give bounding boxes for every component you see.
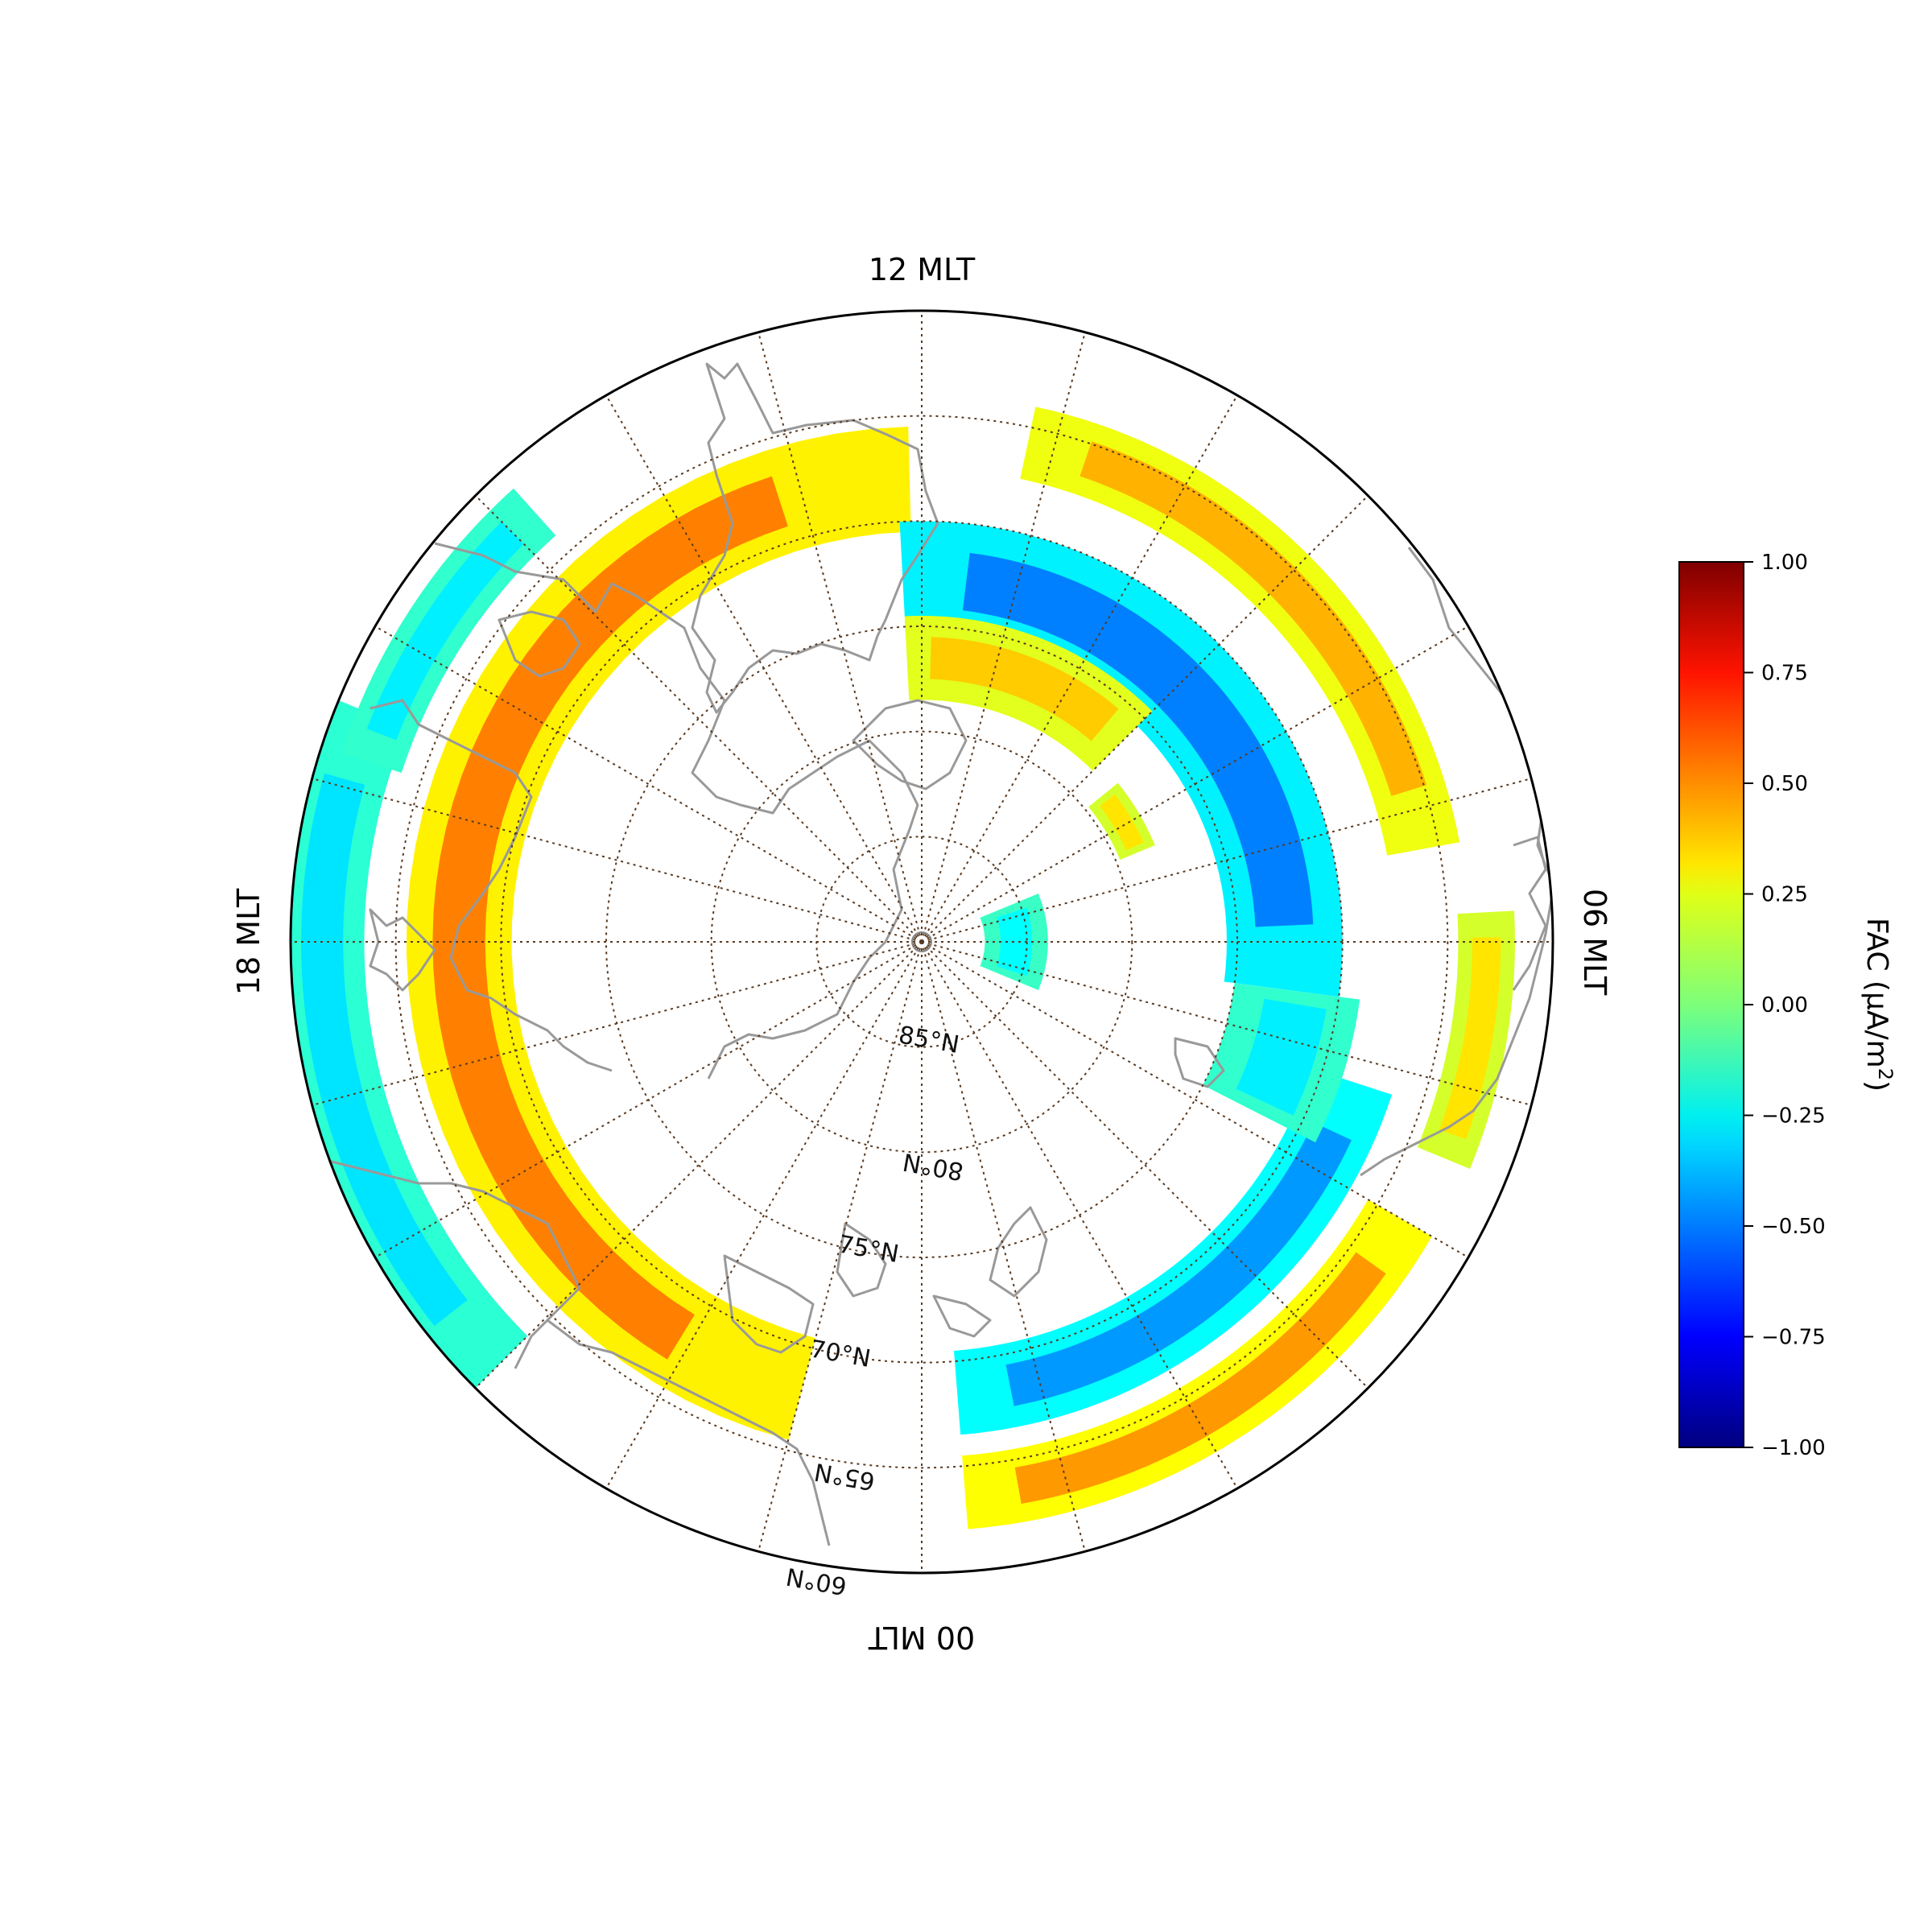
meridian-17 <box>312 778 923 943</box>
mlt-label-bottom: 00 MLT <box>868 1620 975 1655</box>
fac-band-core-dusk-outer-downward-2 <box>366 522 524 741</box>
coastline-ellesmere <box>852 699 968 791</box>
fac-band-core-dawn-outer-patch <box>1439 937 1501 1140</box>
mlt-label-left: 18 MLT <box>231 888 266 995</box>
fac-band-core-dawn-downward-arc <box>962 552 1314 927</box>
meridian-10 <box>921 394 1238 943</box>
coastline-alaska <box>321 1158 581 1369</box>
colorbar-gradient <box>1678 561 1744 1448</box>
meridian-13 <box>758 332 923 943</box>
colorbar-tick-label: −0.50 <box>1761 1215 1826 1239</box>
fac-band-core-polar-patch-1 <box>997 907 1033 976</box>
colorbar-label: FAC (μA/m2) <box>1860 918 1897 1092</box>
pole-marker <box>911 931 932 952</box>
colorbar-ticks: 1.00 0.75 0.50 0.25 0.00 −0.25 −0.50 −0.75 −1.00 <box>1744 551 1826 1460</box>
fac-band-core-dayside-upward-inner <box>930 637 1119 741</box>
meridian-11 <box>921 332 1086 943</box>
lat-circle-80 <box>710 730 1133 1154</box>
coastline-hudson <box>369 699 613 1072</box>
meridian-7 <box>921 778 1532 943</box>
fac-band-core-polar-patch-2 <box>1100 794 1144 851</box>
colorbar-tick-label: 1.00 <box>1761 551 1808 575</box>
fac-band-core-night-downward-arc <box>1005 1122 1352 1406</box>
meridian-5 <box>921 941 1532 1106</box>
colorbar-tick-label: −0.25 <box>1761 1104 1826 1129</box>
coastline-canada-arctic <box>434 542 919 1080</box>
coastline-siberia <box>547 1319 831 1546</box>
colorbar-tick-label: 0.00 <box>1761 993 1808 1018</box>
meridian-3 <box>921 941 1369 1389</box>
meridian-19 <box>312 941 923 1106</box>
colorbar-tick-label: −1.00 <box>1761 1436 1826 1460</box>
lat-circle-65 <box>394 415 1449 1469</box>
fac-band-core-dawn-upward-arc <box>1080 441 1427 796</box>
fac-band-night-downward-arc <box>954 1068 1393 1435</box>
meridian-15 <box>474 494 923 943</box>
lat-lon-grid <box>291 311 1553 1573</box>
colorbar-tick-label: 0.50 <box>1761 772 1808 796</box>
coastline-west <box>369 908 436 992</box>
fac-band-core-dusk-outer-downward <box>301 773 468 1327</box>
meridian-16 <box>374 625 923 943</box>
meridian-4 <box>921 941 1469 1258</box>
meridian-22 <box>605 941 923 1489</box>
meridian-1 <box>921 941 1086 1552</box>
coastline-novaya <box>989 1206 1048 1298</box>
fac-band-core-dusk-upward-arc <box>432 476 788 1360</box>
meridian-21 <box>474 941 923 1389</box>
meridian-20 <box>374 941 923 1258</box>
meridian-14 <box>605 394 923 943</box>
coastlines <box>321 362 1553 1546</box>
colorbar-tick-label: 0.25 <box>1761 883 1808 907</box>
colorbar: 1.00 0.75 0.50 0.25 0.00 −0.25 −0.50 −0.75 −1.00… <box>1678 551 1897 1460</box>
meridian-8 <box>921 625 1469 943</box>
mlt-label-top: 12 MLT <box>869 252 976 287</box>
fac-band-dawn-upward-arc <box>1020 407 1460 856</box>
fac-band-night-upward-arc <box>962 1199 1432 1530</box>
coastline-svalbard <box>1174 1037 1225 1088</box>
coastline-greenland <box>691 362 939 714</box>
colorbar-tick-label: 0.75 <box>1761 662 1808 686</box>
meridian-9 <box>921 494 1369 943</box>
coastline-island-1 <box>932 1294 992 1338</box>
meridian-23 <box>758 941 923 1552</box>
mlt-label-right: 06 MLT <box>1577 889 1612 996</box>
fac-band-core-dawn-patch <box>1236 998 1327 1116</box>
coastline-siberia-2 <box>723 1254 815 1354</box>
colorbar-tick-label: −0.75 <box>1761 1326 1826 1350</box>
coastline-baffin <box>497 610 581 678</box>
coastline-scandinavia <box>1512 836 1547 991</box>
fac-band-core-night-upward-arc <box>1014 1252 1386 1504</box>
meridian-2 <box>921 941 1238 1489</box>
fac-layer <box>291 407 1515 1530</box>
mlt-labels: 12 MLT 18 MLT 06 MLT 00 MLT <box>231 252 1612 1655</box>
coastline-ne-asia <box>836 1222 887 1298</box>
map-boundary <box>289 309 1554 1575</box>
coastline-europe <box>1360 547 1553 1177</box>
